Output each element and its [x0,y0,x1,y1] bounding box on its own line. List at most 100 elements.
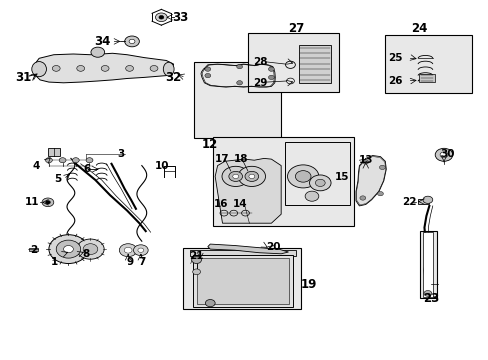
Polygon shape [34,53,173,83]
Bar [212,137,353,226]
Circle shape [52,66,60,71]
Text: 3: 3 [118,149,124,159]
Circle shape [236,81,242,85]
Text: 30: 30 [439,149,454,159]
Circle shape [49,235,88,264]
Text: 25: 25 [387,53,402,63]
Bar [197,258,288,304]
Circle shape [138,248,143,252]
Ellipse shape [163,62,174,76]
Circle shape [377,192,383,196]
Text: 2: 2 [30,245,37,255]
Text: 4: 4 [33,161,41,171]
Text: 26: 26 [387,76,402,86]
Bar [183,248,300,309]
Circle shape [191,256,201,264]
Text: 1: 1 [51,257,58,267]
Polygon shape [355,156,386,206]
Circle shape [305,191,318,201]
Circle shape [124,247,132,253]
Text: 23: 23 [422,292,439,305]
Ellipse shape [32,62,46,77]
Text: 27: 27 [287,22,304,35]
Text: 10: 10 [155,161,169,171]
Text: 29: 29 [253,78,267,88]
Text: 22: 22 [402,197,416,207]
Circle shape [155,13,167,22]
Circle shape [101,66,109,71]
Text: 9: 9 [126,257,133,267]
Circle shape [244,171,258,181]
Bar [48,148,60,156]
Circle shape [192,269,200,275]
Circle shape [125,66,133,71]
Text: 15: 15 [334,172,349,182]
Bar [418,74,434,82]
Circle shape [133,245,148,256]
Circle shape [86,158,93,163]
Text: 24: 24 [410,22,427,35]
Bar [194,62,281,138]
Text: 11: 11 [24,197,39,207]
Circle shape [439,152,447,158]
Circle shape [423,291,431,296]
Circle shape [236,64,242,69]
Circle shape [63,246,73,253]
Circle shape [119,244,137,257]
Circle shape [315,179,325,186]
Circle shape [83,244,98,255]
Circle shape [91,47,104,57]
Bar [422,232,432,297]
Text: 12: 12 [202,138,218,151]
Text: 6: 6 [83,164,90,174]
Circle shape [77,239,104,259]
Bar [193,255,293,307]
Text: 17: 17 [215,154,229,164]
Circle shape [72,158,79,163]
Circle shape [309,175,330,191]
Circle shape [434,148,452,161]
Bar [299,45,330,83]
Circle shape [56,240,81,258]
Bar [29,248,38,251]
Text: 19: 19 [300,278,317,291]
Circle shape [362,160,368,164]
Text: 32: 32 [165,71,182,84]
Circle shape [124,36,139,47]
Bar [419,231,436,298]
Text: 7: 7 [138,257,145,267]
Text: 8: 8 [82,249,89,259]
Circle shape [228,171,242,181]
Text: 14: 14 [233,199,247,210]
Bar [385,35,471,93]
Circle shape [129,39,135,44]
Text: 18: 18 [233,154,247,164]
Polygon shape [215,158,281,223]
Text: 21: 21 [189,251,203,261]
Text: 28: 28 [253,57,267,67]
Text: 31: 31 [15,71,32,84]
Circle shape [268,75,274,80]
Circle shape [59,158,66,163]
Circle shape [422,196,432,203]
Circle shape [205,300,215,307]
Bar [285,142,349,205]
Text: 5: 5 [54,174,61,184]
Circle shape [287,165,318,188]
Polygon shape [207,244,288,254]
Circle shape [150,66,158,71]
Circle shape [42,198,54,207]
Bar [417,199,428,204]
Circle shape [359,196,365,200]
Circle shape [77,66,84,71]
Circle shape [295,171,310,182]
Circle shape [45,158,52,163]
Circle shape [379,165,385,170]
Text: 34: 34 [94,35,111,48]
Bar [248,33,338,92]
Circle shape [268,67,274,71]
Circle shape [45,201,50,204]
Circle shape [222,166,249,186]
Text: 16: 16 [213,199,228,210]
Circle shape [238,166,265,186]
